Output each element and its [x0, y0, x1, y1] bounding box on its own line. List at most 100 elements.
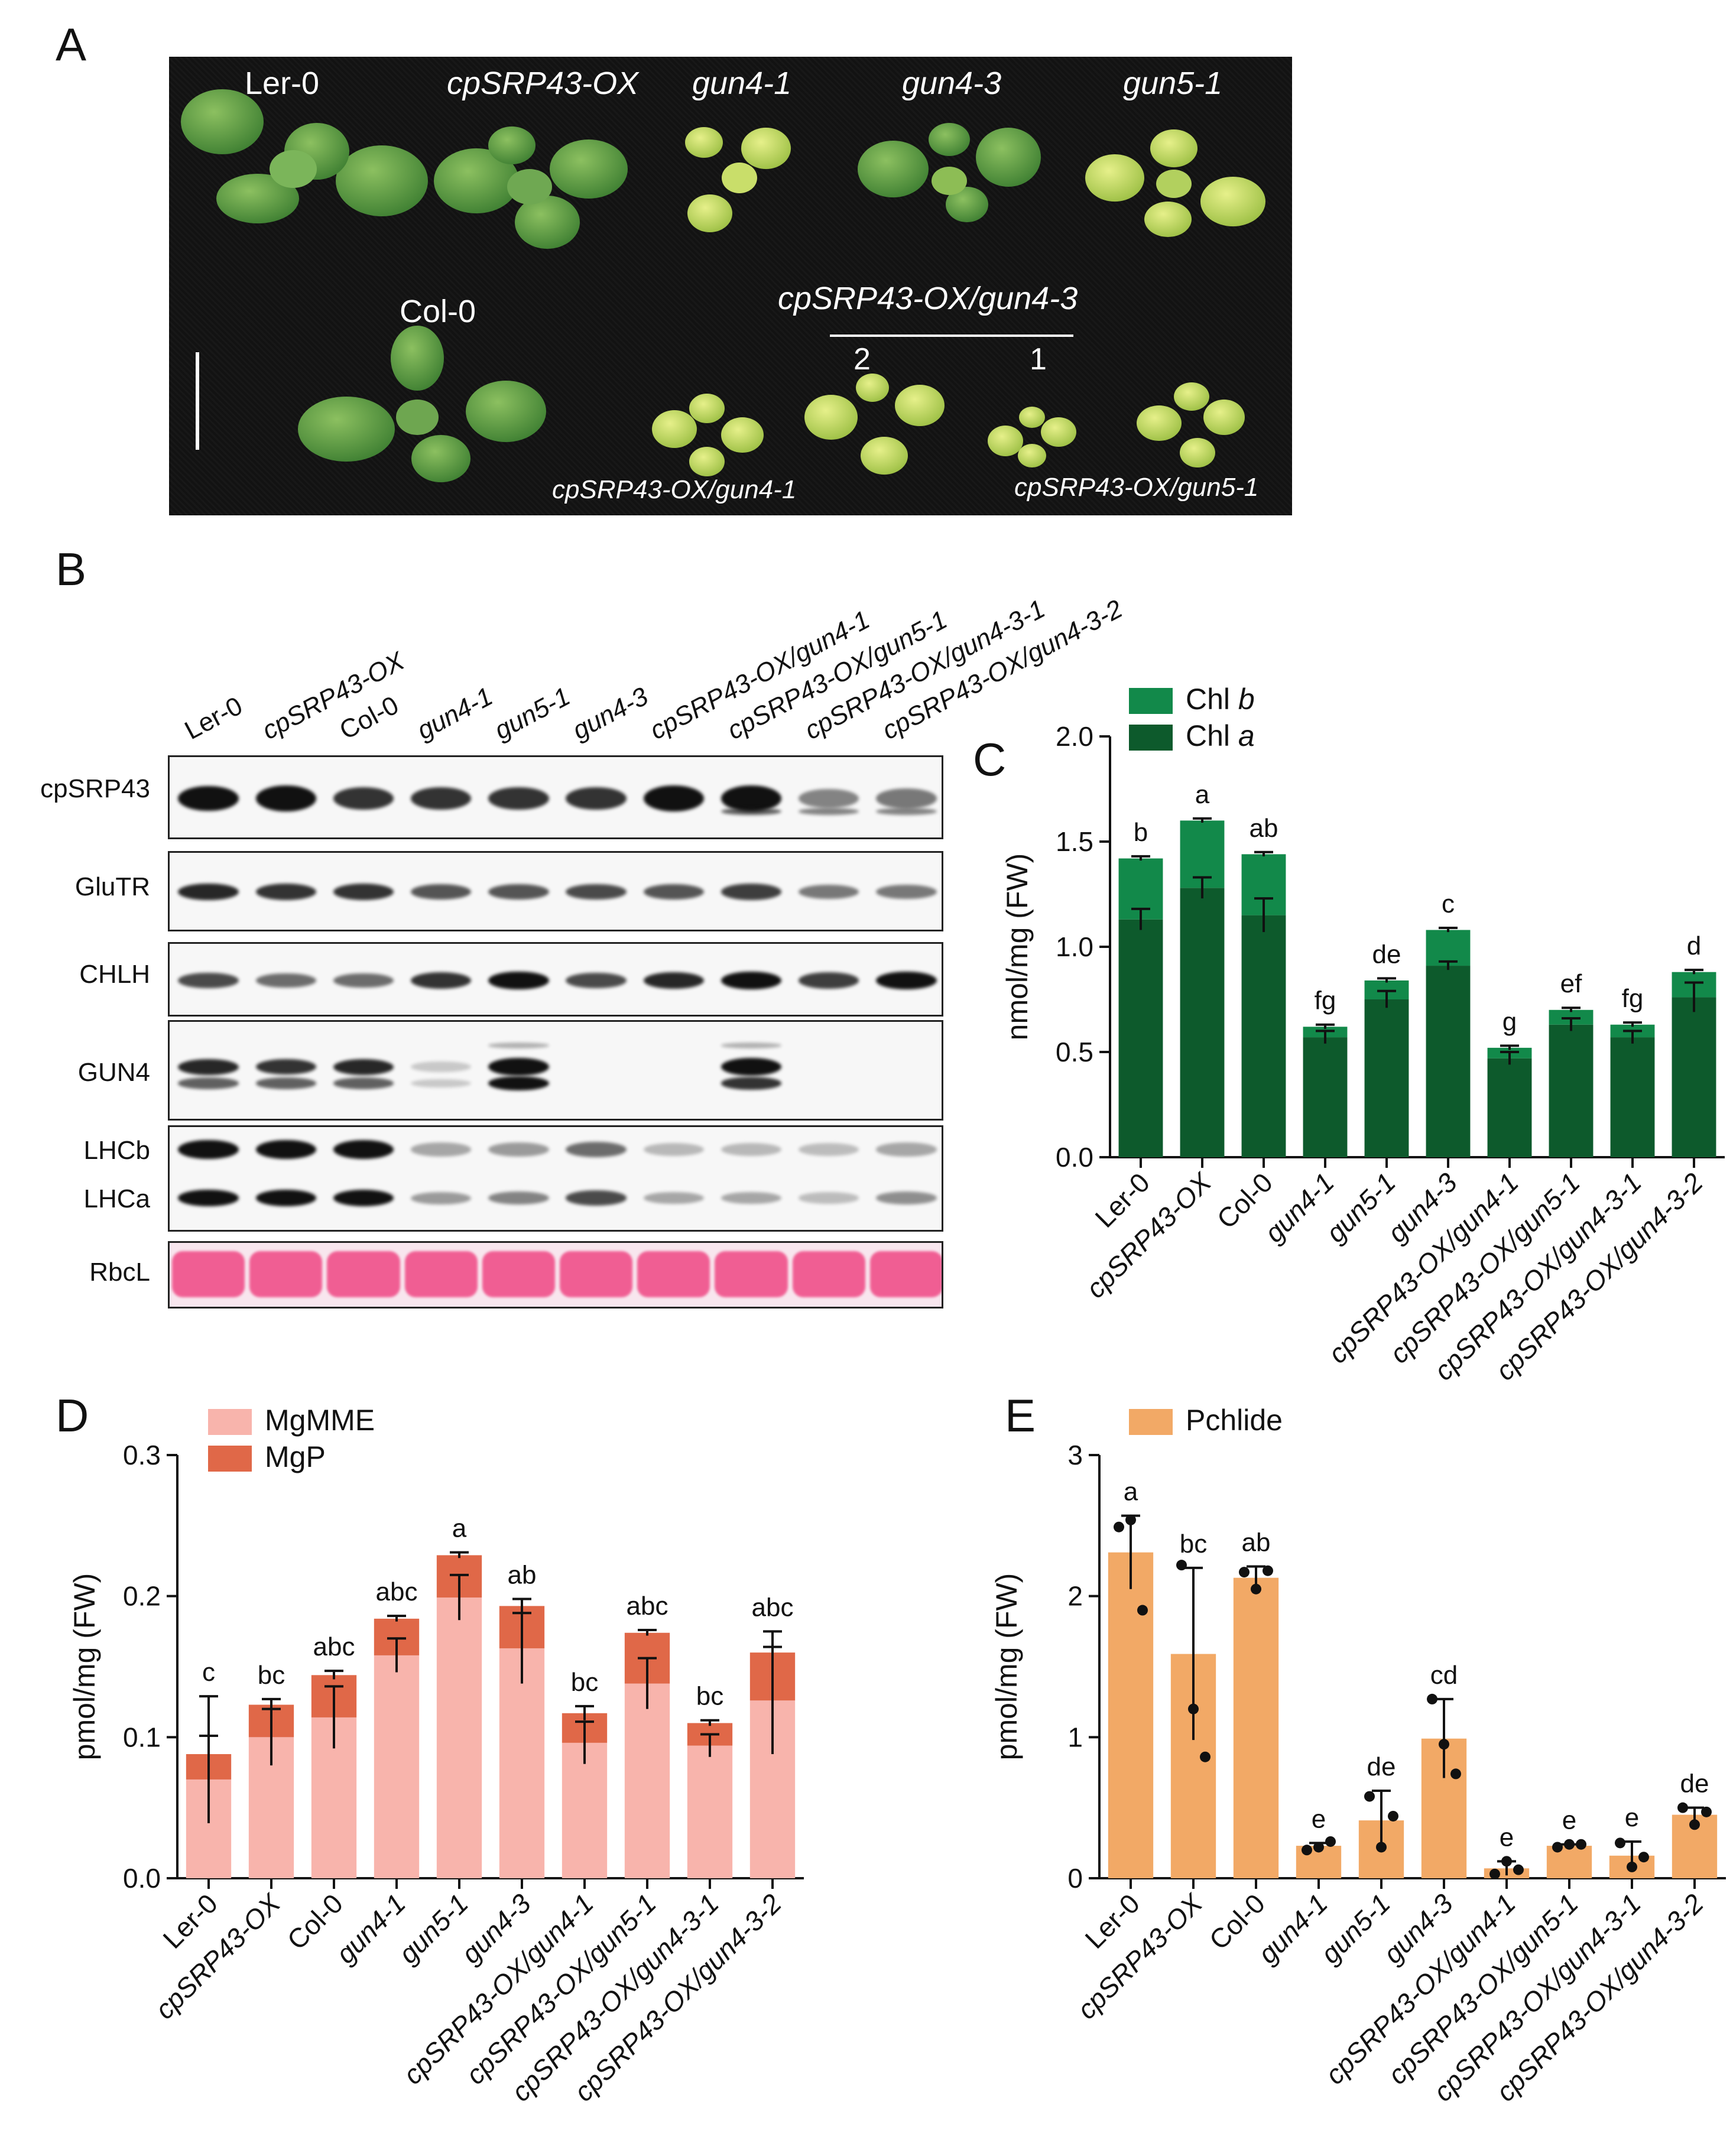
bar [1303, 1037, 1348, 1157]
significance-letter: fg [1622, 984, 1644, 1013]
blot-band [721, 884, 782, 900]
blot-band [411, 1079, 472, 1088]
blot-band [178, 1189, 239, 1207]
photo-label-group: cpSRP43-OX/gun4-3 [778, 281, 1078, 316]
blot-lane-label: Ler-0 [180, 691, 247, 746]
bar [1118, 919, 1163, 1157]
data-point [1200, 1751, 1210, 1762]
blot-cpsrp43 [168, 755, 943, 839]
blot-band [643, 884, 704, 900]
y-tick-label: 0.0 [1056, 1142, 1093, 1173]
significance-letter: e [1312, 1804, 1326, 1833]
bar [436, 1597, 482, 1878]
blot-band [333, 1140, 394, 1159]
blot-band [876, 1191, 937, 1204]
data-point [1615, 1837, 1625, 1849]
significance-letter: fg [1315, 986, 1336, 1015]
blot-glutr [168, 851, 943, 931]
data-point [1689, 1819, 1700, 1830]
blot-band [721, 1058, 782, 1076]
ponceau-band [560, 1251, 633, 1297]
blot-band [721, 971, 782, 990]
significance-letter: abc [627, 1592, 668, 1621]
blot-band [566, 884, 627, 900]
significance-letter: bc [1180, 1530, 1207, 1558]
bar [624, 1683, 670, 1878]
data-point [1576, 1839, 1586, 1850]
blot-band [566, 1190, 627, 1206]
significance-letter: ab [508, 1560, 537, 1589]
ponceau-band [482, 1251, 555, 1297]
y-tick-label: 0 [1067, 1863, 1083, 1894]
blot-band [178, 1139, 239, 1160]
blot-band [178, 785, 239, 811]
data-point [1176, 1560, 1187, 1571]
significance-letter: de [1680, 1769, 1709, 1798]
rosette-gun4-3 [858, 123, 1041, 222]
data-point [1239, 1567, 1250, 1578]
ponceau-band [172, 1251, 245, 1297]
data-point [1364, 1791, 1375, 1802]
bar [1610, 1037, 1655, 1157]
blot-band [799, 1143, 859, 1156]
data-point [1701, 1806, 1712, 1817]
photo-label-col0: Col-0 [400, 294, 476, 329]
blot-band [178, 972, 239, 989]
y-tick-label: 0.3 [123, 1440, 161, 1470]
bar [1426, 930, 1471, 966]
blot-band [488, 1191, 549, 1205]
y-tick-label: 0.0 [123, 1863, 161, 1894]
data-point [1552, 1842, 1563, 1853]
photo-label-ler0: Ler-0 [245, 66, 320, 101]
data-point [1263, 1565, 1273, 1576]
photo-label-ox-gun5-1: cpSRP43-OX/gun5-1 [1014, 473, 1259, 502]
blot-band [178, 1058, 239, 1075]
blot-label-gun4: GUN4 [77, 1058, 150, 1087]
blot-band [799, 972, 859, 989]
y-tick-label: 2.0 [1056, 721, 1093, 752]
blot-band [721, 1043, 782, 1048]
bar [1180, 888, 1225, 1157]
blot-band [178, 1077, 239, 1089]
y-axis-label: nmol/mg (FW) [1001, 853, 1034, 1041]
significance-letter: abc [313, 1632, 355, 1661]
ponceau-band [249, 1251, 323, 1297]
blot-band [411, 1142, 472, 1157]
blot-band [721, 1191, 782, 1204]
data-point [1188, 1703, 1199, 1715]
chart-c: 0.0 0.5 1.0 1.5 2.0 nmol/mg (FW) b a ab fg de c g ef f… [1001, 683, 1725, 1387]
data-point [1677, 1802, 1688, 1813]
blot-label-glutr: GluTR [74, 872, 150, 901]
rosette-cpsrp43-ox-gun5-1 [1137, 382, 1245, 467]
blot-band [255, 785, 316, 811]
significance-letter: abc [376, 1577, 418, 1606]
blot-label-lhca: LHCa [83, 1184, 151, 1213]
significance-letter: ef [1560, 969, 1582, 998]
blot-label-lhcb: LHCb [83, 1136, 151, 1165]
blot-band [799, 884, 859, 900]
blot-band [721, 1142, 782, 1156]
data-point [1251, 1583, 1261, 1595]
panel-letter-b: B [56, 543, 87, 595]
blot-band [333, 787, 394, 810]
y-tick-label: 1.0 [1056, 931, 1093, 962]
significance-letter: d [1687, 931, 1701, 960]
y-tick-label: 1 [1067, 1722, 1083, 1752]
x-tick-label: gun4-1 [330, 1888, 411, 1969]
bar [1672, 997, 1716, 1157]
blot-band [488, 1043, 549, 1048]
data-point [1450, 1768, 1461, 1780]
legend-label: MgMME [265, 1404, 375, 1437]
significance-letter: a [1195, 780, 1210, 809]
data-point [1114, 1521, 1124, 1532]
rosette-cpsrp43-ox [434, 126, 628, 249]
blot-band [488, 1076, 549, 1090]
blot-band [333, 1189, 394, 1207]
panel-letter-c: C [973, 733, 1007, 785]
significance-letter: b [1134, 818, 1148, 847]
blot-band [799, 1192, 859, 1204]
bar [1549, 1024, 1594, 1157]
data-point [1627, 1861, 1637, 1872]
blot-band [876, 808, 937, 815]
